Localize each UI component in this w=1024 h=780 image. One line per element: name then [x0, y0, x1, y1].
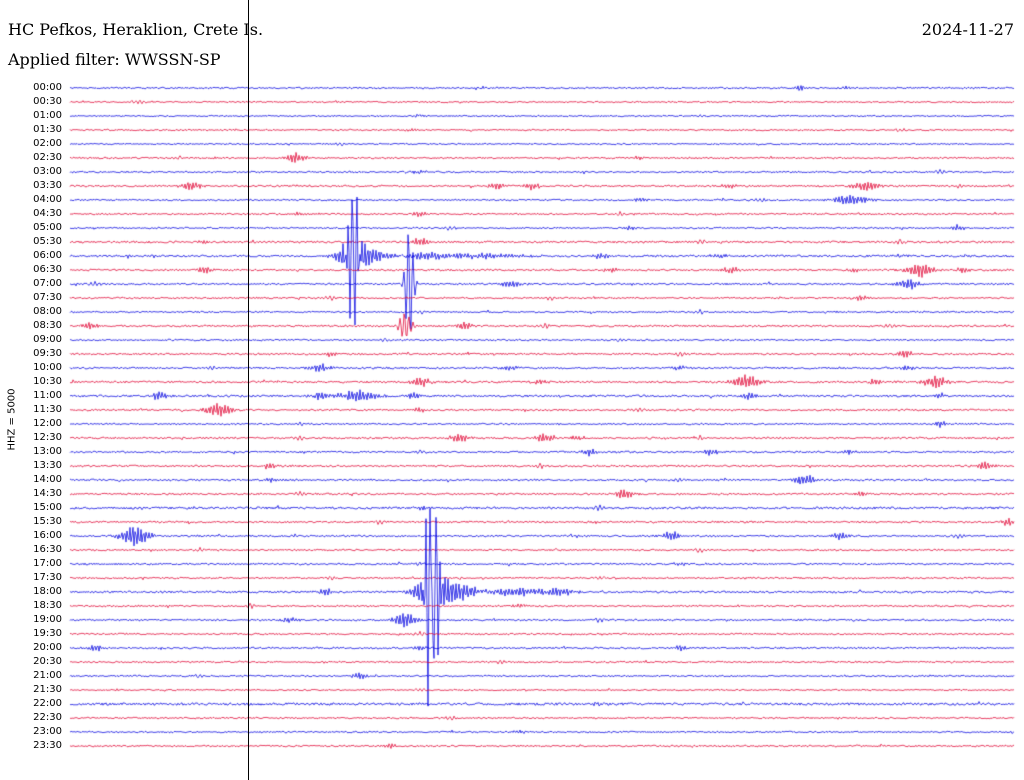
- time-label: 18:00: [33, 586, 62, 597]
- time-label: 04:30: [33, 208, 62, 219]
- time-label: 23:00: [33, 726, 62, 737]
- time-label: 09:00: [33, 334, 62, 345]
- time-label: 17:30: [33, 572, 62, 583]
- time-label: 06:00: [33, 250, 62, 261]
- time-label: 00:30: [33, 96, 62, 107]
- time-label: 01:00: [33, 110, 62, 121]
- time-label: 22:30: [33, 712, 62, 723]
- station-title: HC Pefkos, Heraklion, Crete Is.: [8, 20, 264, 39]
- time-label: 20:00: [33, 642, 62, 653]
- time-label: 23:30: [33, 740, 62, 751]
- time-label: 15:30: [33, 516, 62, 527]
- time-label: 05:00: [33, 222, 62, 233]
- time-label: 12:30: [33, 432, 62, 443]
- time-label: 01:30: [33, 124, 62, 135]
- time-label: 21:30: [33, 684, 62, 695]
- time-label: 14:30: [33, 488, 62, 499]
- time-label: 12:00: [33, 418, 62, 429]
- time-label: 08:00: [33, 306, 62, 317]
- filter-label: Applied filter: WWSSN-SP: [8, 50, 221, 69]
- time-label: 09:30: [33, 348, 62, 359]
- time-label: 15:00: [33, 502, 62, 513]
- time-label: 07:30: [33, 292, 62, 303]
- time-label: 13:30: [33, 460, 62, 471]
- time-label: 04:00: [33, 194, 62, 205]
- time-label: 19:00: [33, 614, 62, 625]
- time-label: 02:30: [33, 152, 62, 163]
- date-label: 2024-11-27: [921, 20, 1014, 39]
- time-label: 02:00: [33, 138, 62, 149]
- time-label: 16:00: [33, 530, 62, 541]
- time-label: 18:30: [33, 600, 62, 611]
- time-label: 11:30: [33, 404, 62, 415]
- time-label: 21:00: [33, 670, 62, 681]
- time-label: 05:30: [33, 236, 62, 247]
- time-label: 07:00: [33, 278, 62, 289]
- time-label: 17:00: [33, 558, 62, 569]
- time-label: 10:00: [33, 362, 62, 373]
- time-label: 16:30: [33, 544, 62, 555]
- time-label: 14:00: [33, 474, 62, 485]
- time-label: 22:00: [33, 698, 62, 709]
- time-label: 13:00: [33, 446, 62, 457]
- time-label: 11:00: [33, 390, 62, 401]
- time-cursor-line: [248, 0, 249, 780]
- time-label: 19:30: [33, 628, 62, 639]
- time-label: 00:00: [33, 82, 62, 93]
- time-label: 08:30: [33, 320, 62, 331]
- time-label: 06:30: [33, 264, 62, 275]
- time-label: 10:30: [33, 376, 62, 387]
- time-label: 20:30: [33, 656, 62, 667]
- time-label: 03:30: [33, 180, 62, 191]
- time-label: 03:00: [33, 166, 62, 177]
